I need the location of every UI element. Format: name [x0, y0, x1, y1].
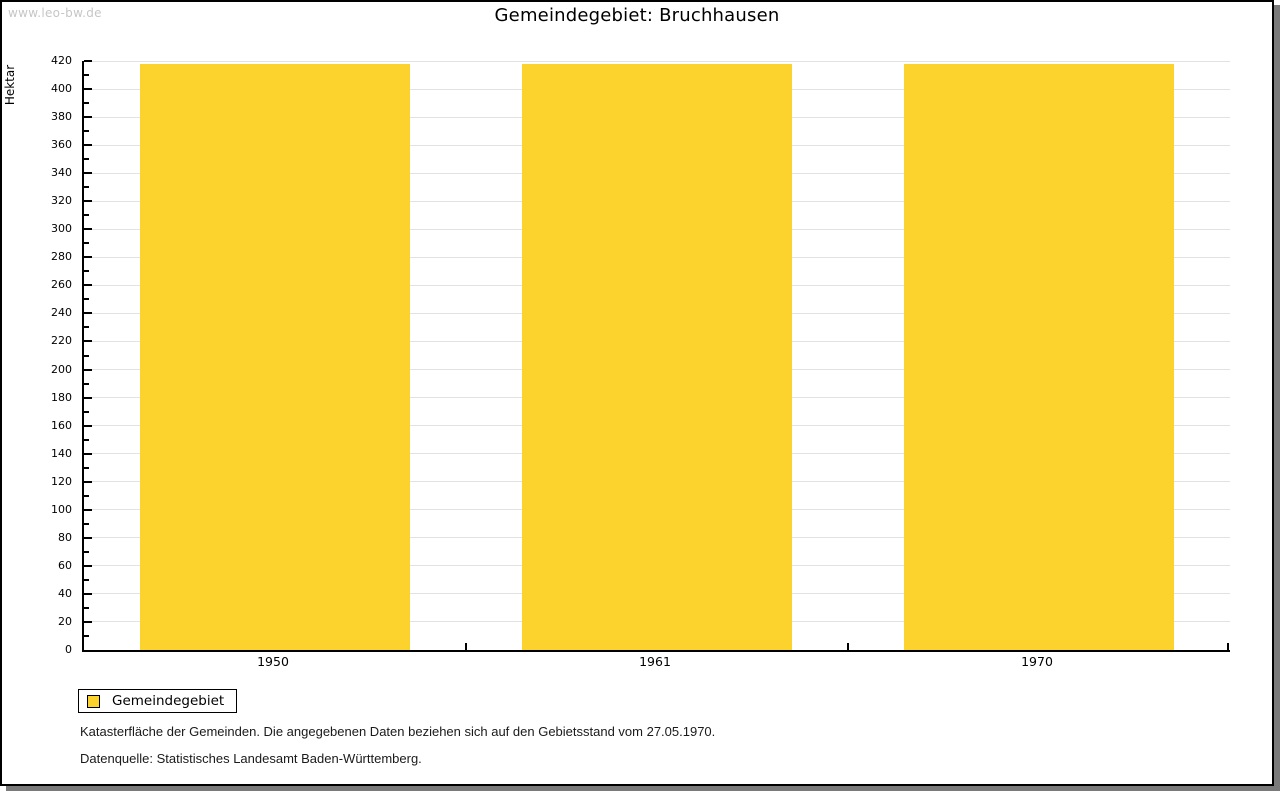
- y-tick-label: 240: [51, 306, 72, 320]
- y-minor-tick: [84, 298, 89, 301]
- plot-area: [82, 60, 1230, 652]
- bar: [904, 63, 1174, 650]
- y-minor-tick: [84, 410, 89, 413]
- y-minor-tick: [84, 158, 89, 161]
- legend-swatch-icon: [87, 694, 100, 708]
- y-minor-tick: [84, 326, 89, 329]
- y-tick-label: 200: [51, 362, 72, 376]
- x-boundary-tick: [847, 643, 849, 650]
- y-tick-label: 40: [58, 586, 72, 600]
- plot-inner: [84, 60, 1230, 650]
- y-tick-label: 360: [51, 138, 72, 152]
- y-minor-tick: [84, 522, 89, 525]
- x-boundary-tick: [465, 643, 467, 650]
- legend-label: Gemeindegebiet: [112, 693, 225, 709]
- y-major-tick: [84, 424, 92, 427]
- y-major-tick: [84, 536, 92, 539]
- y-major-tick: [84, 228, 92, 231]
- y-minor-tick: [84, 130, 89, 133]
- y-minor-tick: [84, 578, 89, 581]
- y-minor-tick: [84, 214, 89, 217]
- y-tick-label: 320: [51, 194, 72, 208]
- y-minor-tick: [84, 382, 89, 385]
- y-minor-tick: [84, 74, 89, 77]
- y-minor-tick: [84, 438, 89, 441]
- y-major-tick: [84, 88, 92, 91]
- footer-note-source-period: Katasterfläche der Gemeinden. Die angege…: [80, 724, 716, 739]
- y-tick-label: 420: [51, 54, 72, 67]
- y-tick-label: 80: [58, 530, 72, 544]
- y-major-tick: [84, 200, 92, 203]
- y-major-tick: [84, 396, 92, 399]
- y-tick-label: 300: [51, 222, 72, 236]
- y-major-tick: [84, 144, 92, 147]
- y-major-tick: [84, 620, 92, 623]
- y-minor-tick: [84, 270, 89, 273]
- y-minor-tick: [84, 466, 89, 469]
- x-boundary-tick: [1227, 643, 1229, 650]
- legend-box: Gemeindegebiet: [78, 689, 238, 713]
- y-tick-label: 60: [58, 558, 72, 572]
- y-tick-label: 260: [51, 278, 72, 292]
- y-minor-tick: [84, 494, 89, 497]
- y-major-tick: [84, 480, 92, 483]
- y-major-tick: [84, 508, 92, 511]
- y-gridline: [84, 60, 1230, 62]
- y-tick-label: 400: [51, 82, 72, 96]
- y-minor-tick: [84, 634, 89, 637]
- y-tick-label: 160: [51, 418, 72, 432]
- y-major-tick: [84, 340, 92, 343]
- y-major-tick: [84, 564, 92, 567]
- y-tick-label: 340: [51, 166, 72, 180]
- y-minor-tick: [84, 606, 89, 609]
- y-major-tick: [84, 284, 92, 287]
- watermark-text: www.leo-bw.de: [8, 6, 102, 20]
- y-tick-label: 100: [51, 502, 72, 516]
- bar: [522, 63, 792, 650]
- y-major-tick: [84, 256, 92, 259]
- chart-title: Gemeindegebiet: Bruchhausen: [494, 5, 780, 26]
- y-minor-tick: [84, 242, 89, 245]
- y-major-tick: [84, 452, 92, 455]
- y-major-tick: [84, 172, 92, 175]
- y-tick-label: 20: [58, 614, 72, 628]
- footer-note-data-source: Datenquelle: Statistisches Landesamt Bad…: [80, 751, 422, 766]
- y-major-tick: [84, 116, 92, 119]
- x-tick-label: 1950: [257, 654, 289, 669]
- y-major-tick: [84, 312, 92, 315]
- x-tick-label: 1961: [639, 654, 671, 669]
- y-tick-label: 180: [51, 390, 72, 404]
- y-tick-label: 380: [51, 110, 72, 124]
- y-minor-tick: [84, 186, 89, 189]
- y-minor-tick: [84, 354, 89, 357]
- y-minor-tick: [84, 550, 89, 553]
- y-tick-label: 120: [51, 474, 72, 488]
- y-tick-label: 220: [51, 334, 72, 348]
- y-major-tick: [84, 60, 92, 62]
- y-major-tick: [84, 592, 92, 595]
- y-major-tick: [84, 368, 92, 371]
- y-minor-tick: [84, 102, 89, 105]
- y-tick-label: 0: [65, 643, 72, 656]
- x-tick-label: 1970: [1021, 654, 1053, 669]
- y-tick-label: 280: [51, 250, 72, 264]
- bar: [140, 63, 410, 650]
- y-tick-label: 140: [51, 446, 72, 460]
